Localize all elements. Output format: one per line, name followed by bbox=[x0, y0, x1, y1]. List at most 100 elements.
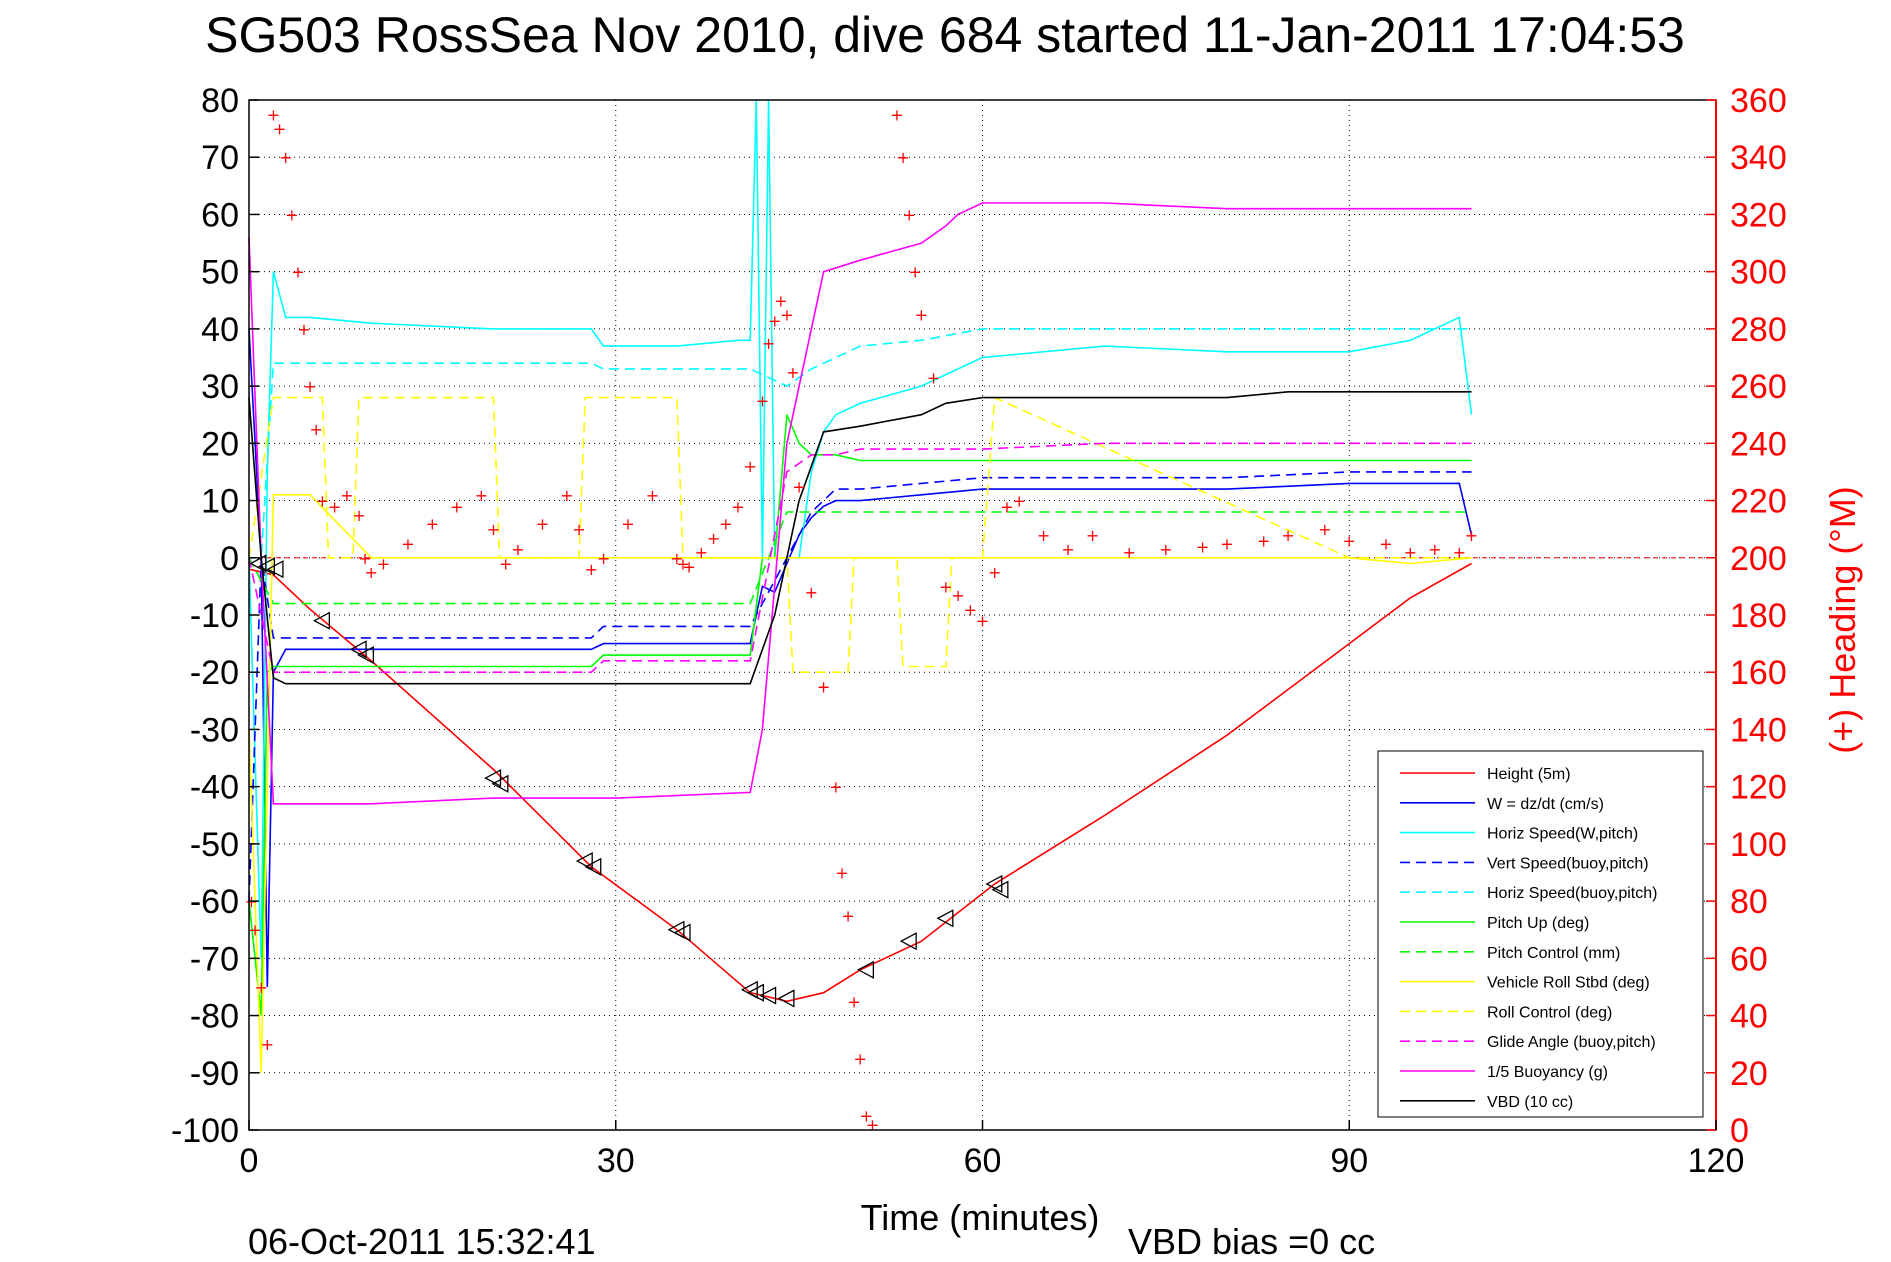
heading-point: + bbox=[915, 306, 928, 325]
heading-point: + bbox=[377, 555, 390, 574]
left-tick-label: -90 bbox=[190, 1055, 239, 1093]
heading-point: + bbox=[835, 864, 848, 883]
legend-label: Pitch Up (deg) bbox=[1487, 915, 1589, 932]
heading-point: + bbox=[786, 363, 799, 382]
dive-marker bbox=[356, 645, 375, 665]
heading-point: + bbox=[291, 263, 304, 282]
heading-point: + bbox=[255, 978, 268, 997]
heading-point: + bbox=[487, 520, 500, 539]
left-tick-label: -40 bbox=[190, 769, 239, 807]
x-tick-label: 90 bbox=[1330, 1142, 1368, 1180]
right-tick-label: 240 bbox=[1730, 425, 1787, 463]
heading-point: + bbox=[792, 477, 805, 496]
legend-label: Glide Angle (buoy,pitch) bbox=[1487, 1034, 1656, 1051]
series-line-4 bbox=[249, 328, 1472, 559]
heading-point: + bbox=[1404, 543, 1417, 562]
heading-point: + bbox=[273, 120, 286, 139]
heading-point: + bbox=[1257, 532, 1270, 551]
heading-point: + bbox=[860, 1107, 873, 1126]
heading-point: + bbox=[1086, 526, 1099, 545]
dive-marker bbox=[584, 857, 602, 876]
heading-point: + bbox=[707, 529, 720, 548]
heading-point: + bbox=[560, 486, 573, 505]
right-tick-label: 200 bbox=[1730, 540, 1787, 578]
right-tick-label: 40 bbox=[1730, 998, 1768, 1036]
dive-marker bbox=[575, 851, 593, 871]
dive-marker bbox=[484, 768, 502, 788]
series-line-10 bbox=[248, 202, 1472, 805]
heading-point: + bbox=[352, 506, 365, 525]
legend: Height (5m) W = dz/dt (cm/s) Horiz Speed(W… bbox=[1377, 750, 1704, 1118]
heading-point: + bbox=[1122, 543, 1135, 562]
left-tick-label: -30 bbox=[190, 711, 239, 749]
legend-items: Height (5m) W = dz/dt (cm/s) Horiz Speed(W… bbox=[1400, 766, 1657, 1111]
right-tick-label: 160 bbox=[1730, 654, 1787, 692]
series-line-6 bbox=[248, 511, 1472, 605]
left-tick-label: 30 bbox=[201, 368, 239, 406]
dive-marker bbox=[991, 880, 1009, 899]
legend-label: Pitch Control (mm) bbox=[1487, 945, 1620, 962]
heading-point: + bbox=[316, 492, 329, 511]
legend-label: Vehicle Roll Stbd (deg) bbox=[1487, 975, 1650, 992]
x-tick-label: 0 bbox=[240, 1142, 259, 1180]
series-line-2 bbox=[248, 99, 1473, 959]
right-tick-label: 60 bbox=[1730, 940, 1768, 978]
heading-point: + bbox=[267, 105, 280, 124]
heading-markers: + + + + + + + + + + + + + + + + + + + + + + + + + + + + + + + + + + + + + + + +… bbox=[245, 105, 1478, 1134]
dive-marker bbox=[856, 960, 875, 979]
heading-point: + bbox=[279, 148, 292, 167]
heading-point: + bbox=[896, 148, 909, 167]
left-tick-label: 60 bbox=[201, 196, 239, 234]
heading-point: + bbox=[817, 678, 830, 697]
left-tick-label: 40 bbox=[201, 311, 239, 349]
heading-point: + bbox=[909, 263, 922, 282]
right-tick-label: 120 bbox=[1730, 769, 1787, 807]
heading-point: + bbox=[585, 560, 598, 579]
heading-point: + bbox=[854, 1049, 867, 1068]
heading-point: + bbox=[328, 497, 341, 516]
heading-point: + bbox=[719, 514, 732, 533]
heading-point: + bbox=[805, 583, 818, 602]
chart-title: SG503 RossSea Nov 2010, dive 684 started… bbox=[205, 7, 1685, 63]
dive-marker bbox=[266, 560, 284, 579]
left-tick-label: -100 bbox=[171, 1112, 239, 1150]
heading-point: + bbox=[964, 600, 977, 619]
heading-point: + bbox=[1318, 520, 1331, 539]
heading-point: + bbox=[297, 320, 310, 339]
dive-marker bbox=[777, 989, 795, 1008]
heading-point: + bbox=[829, 778, 842, 797]
heading-point: + bbox=[401, 534, 414, 553]
heading-point: + bbox=[670, 549, 683, 568]
left-axis-ticks: 80 70 60 50 40 30 20 10 0 -10 -20 -30 -40 -50 -60 -70 -8… bbox=[171, 82, 259, 1150]
heading-point: + bbox=[866, 1115, 879, 1134]
x-tick-label: 60 bbox=[964, 1142, 1002, 1180]
right-tick-label: 0 bbox=[1730, 1112, 1749, 1150]
heading-point: + bbox=[365, 563, 378, 582]
left-tick-label: -20 bbox=[190, 654, 239, 692]
heading-point: + bbox=[426, 514, 439, 533]
series-line-0 bbox=[248, 562, 1472, 1003]
heading-point: + bbox=[310, 420, 323, 439]
right-tick-label: 220 bbox=[1730, 483, 1787, 521]
right-tick-label: 260 bbox=[1730, 368, 1787, 406]
heading-point: + bbox=[902, 205, 915, 224]
right-tick-label: 100 bbox=[1730, 826, 1787, 864]
series-line-3 bbox=[248, 471, 1472, 902]
heading-point: + bbox=[597, 549, 610, 568]
heading-point: + bbox=[1465, 526, 1478, 545]
heading-point: + bbox=[450, 497, 463, 516]
heading-point: + bbox=[248, 921, 261, 940]
heading-point: + bbox=[1159, 540, 1172, 559]
left-tick-label: 70 bbox=[201, 139, 239, 177]
left-tick-label: 50 bbox=[201, 254, 239, 292]
heading-point: + bbox=[841, 906, 854, 925]
series-lines bbox=[248, 99, 1473, 1073]
heading-point: + bbox=[1000, 497, 1013, 516]
right-axis-label: (+) Heading (°M) bbox=[1822, 486, 1863, 753]
heading-point: + bbox=[621, 514, 634, 533]
dive-marker bbox=[746, 983, 764, 1002]
left-tick-label: -70 bbox=[190, 940, 239, 978]
series-line-1 bbox=[248, 328, 1473, 987]
left-tick-label: -10 bbox=[190, 597, 239, 635]
